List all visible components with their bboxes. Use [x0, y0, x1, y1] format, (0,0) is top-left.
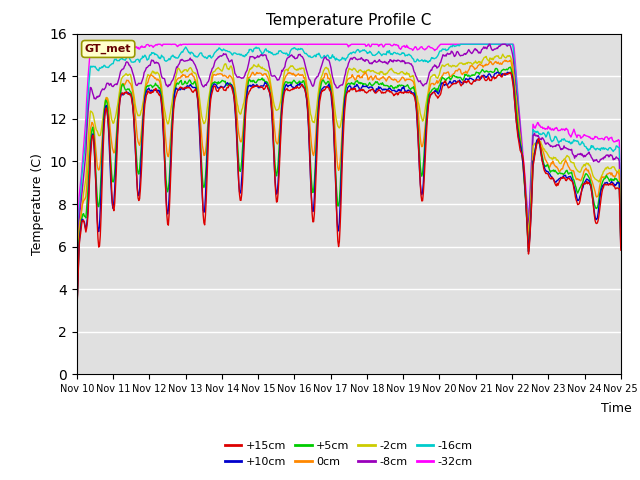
Line: -32cm: -32cm — [77, 44, 621, 270]
+15cm — [139, 140, 147, 145]
+15cm — [223, 85, 230, 91]
-2cm — [83, 163, 90, 168]
+10cm — [73, 308, 81, 313]
Y-axis label: Temperature (C): Temperature (C) — [31, 153, 44, 255]
-32cm — [617, 201, 625, 207]
+10cm — [415, 151, 422, 157]
-32cm — [223, 41, 231, 47]
-16cm — [139, 53, 147, 59]
X-axis label: Time: Time — [601, 402, 632, 415]
+10cm — [223, 81, 230, 86]
-32cm — [195, 41, 202, 47]
-8cm — [139, 76, 147, 82]
+15cm — [415, 149, 422, 155]
Line: 0cm: 0cm — [77, 60, 621, 304]
0cm — [83, 184, 90, 190]
-16cm — [73, 279, 81, 285]
-2cm — [194, 81, 202, 87]
+5cm — [83, 206, 90, 212]
-32cm — [128, 41, 136, 47]
-32cm — [431, 47, 439, 53]
-8cm — [415, 79, 422, 84]
+10cm — [139, 127, 147, 132]
Line: +15cm: +15cm — [77, 72, 621, 311]
-32cm — [83, 97, 90, 103]
-8cm — [83, 132, 90, 138]
Line: -8cm: -8cm — [77, 44, 621, 288]
+10cm — [493, 70, 501, 75]
-2cm — [617, 228, 625, 234]
-2cm — [73, 295, 81, 300]
-2cm — [431, 72, 438, 77]
+5cm — [139, 122, 147, 128]
-2cm — [139, 102, 147, 108]
0cm — [415, 117, 422, 122]
+15cm — [431, 90, 438, 96]
-8cm — [194, 71, 202, 76]
+10cm — [431, 88, 438, 94]
Line: +5cm: +5cm — [77, 67, 621, 311]
Title: Temperature Profile C: Temperature Profile C — [266, 13, 431, 28]
-16cm — [415, 58, 422, 64]
-8cm — [485, 41, 493, 47]
Legend: +15cm, +10cm, +5cm, 0cm, -2cm, -8cm, -16cm, -32cm: +15cm, +10cm, +5cm, 0cm, -2cm, -8cm, -16… — [220, 437, 477, 471]
+10cm — [194, 99, 202, 105]
Line: -16cm: -16cm — [77, 44, 621, 282]
+5cm — [73, 308, 81, 313]
0cm — [431, 82, 438, 87]
+5cm — [223, 82, 230, 88]
-16cm — [456, 41, 464, 47]
+15cm — [83, 225, 90, 231]
+5cm — [617, 241, 625, 247]
+15cm — [194, 97, 202, 103]
-16cm — [223, 48, 230, 53]
+15cm — [617, 247, 625, 253]
+15cm — [73, 308, 81, 313]
-16cm — [83, 118, 90, 124]
+5cm — [506, 64, 514, 70]
-16cm — [431, 56, 438, 61]
+5cm — [194, 96, 202, 102]
0cm — [223, 74, 230, 80]
-32cm — [416, 46, 424, 51]
0cm — [139, 113, 147, 119]
-2cm — [415, 101, 422, 107]
+10cm — [617, 245, 625, 251]
-2cm — [499, 51, 507, 57]
0cm — [506, 57, 514, 63]
0cm — [617, 237, 625, 242]
-8cm — [73, 285, 81, 290]
Line: +10cm: +10cm — [77, 72, 621, 311]
-8cm — [223, 53, 230, 59]
Line: -2cm: -2cm — [77, 54, 621, 298]
-8cm — [431, 62, 438, 68]
-2cm — [223, 63, 230, 69]
0cm — [194, 89, 202, 95]
+5cm — [415, 137, 422, 143]
+15cm — [506, 70, 514, 75]
+10cm — [83, 222, 90, 228]
-16cm — [194, 54, 202, 60]
-16cm — [617, 208, 625, 214]
+5cm — [431, 85, 438, 91]
-32cm — [73, 267, 81, 273]
Text: GT_met: GT_met — [85, 44, 131, 54]
0cm — [73, 301, 81, 307]
-8cm — [617, 219, 625, 225]
-32cm — [140, 45, 147, 50]
